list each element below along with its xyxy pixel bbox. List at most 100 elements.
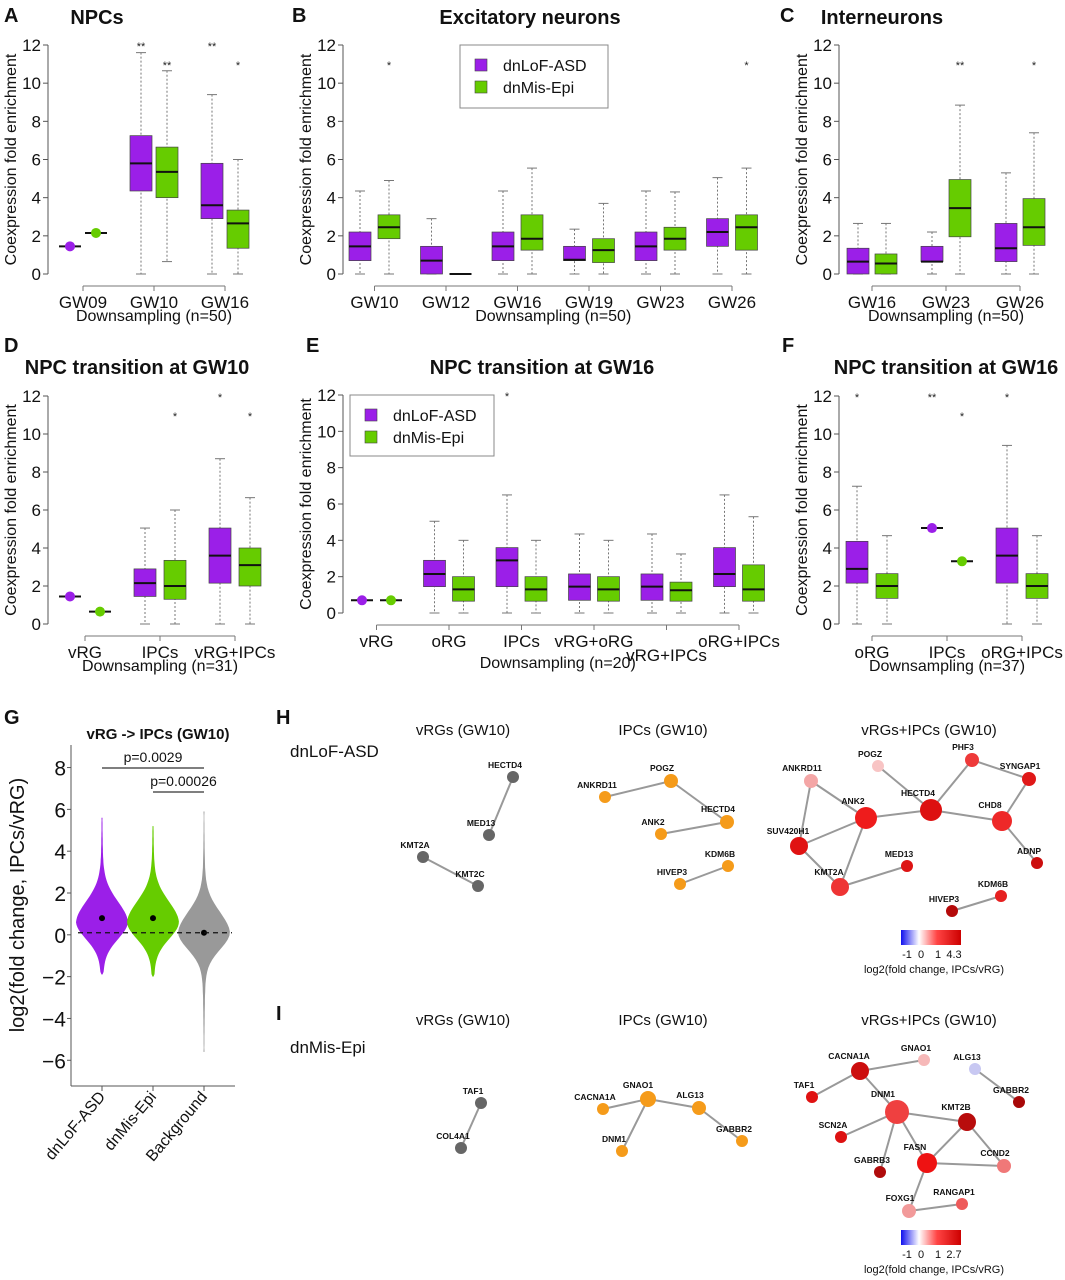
network-edge bbox=[966, 1121, 1005, 1167]
box-asd bbox=[491, 190, 515, 275]
network-edge bbox=[974, 1068, 1020, 1103]
gene-node bbox=[851, 1062, 869, 1080]
row-label: dnMis-Epi bbox=[290, 1038, 366, 1057]
single-point bbox=[957, 556, 967, 567]
gene-node bbox=[692, 1101, 706, 1115]
gene-node bbox=[616, 1145, 628, 1157]
box-epi bbox=[875, 535, 899, 625]
network-edge bbox=[670, 780, 728, 823]
significance-star: ** bbox=[956, 60, 965, 72]
gene-label: FASN bbox=[904, 1142, 927, 1152]
gene-node bbox=[835, 1131, 847, 1143]
panel-letter: F bbox=[782, 335, 794, 357]
gene-label: DNM1 bbox=[871, 1089, 895, 1099]
y-tick-label: 8 bbox=[32, 112, 41, 131]
y-tick-label: 2 bbox=[823, 577, 832, 596]
gene-node bbox=[1031, 857, 1043, 869]
single-point bbox=[386, 595, 396, 606]
gene-label: SYNGAP1 bbox=[1000, 761, 1041, 771]
single-point bbox=[91, 227, 101, 238]
network-combined: ANKRD11 POGZ PHF3 SYNGAP1 ANK2 HECTD4 CHD8 SUV4… bbox=[767, 742, 1043, 917]
network-title: vRGs (GW10) bbox=[416, 722, 510, 739]
box-asd: ** bbox=[921, 392, 943, 534]
gene-label: SCN2A bbox=[819, 1120, 848, 1130]
gene-label: HECTD4 bbox=[701, 804, 735, 814]
gene-label: ALG13 bbox=[676, 1090, 704, 1100]
colorbar-label: log2(fold change, IPCs/vRG) bbox=[864, 964, 1004, 976]
box-asd bbox=[420, 218, 443, 275]
gene-label: KDM6B bbox=[705, 849, 735, 859]
gene-node bbox=[674, 878, 686, 890]
network-title: vRGs+IPCs (GW10) bbox=[861, 1012, 996, 1029]
y-tick-label: 8 bbox=[54, 758, 66, 781]
gene-label: COL4A1 bbox=[436, 1131, 470, 1141]
box-asd bbox=[59, 591, 81, 602]
box-epi bbox=[452, 539, 475, 614]
network-title: vRGs (GW10) bbox=[416, 1012, 510, 1029]
panel-F: F NPC transition at GW16 0 2 4 6 8 10 12Coexpres… bbox=[782, 335, 1063, 675]
y-tick-label: 0 bbox=[32, 265, 41, 284]
gene-label: KMT2B bbox=[941, 1102, 970, 1112]
x-tick-label: IPCs bbox=[503, 632, 540, 651]
x-tick-label: oRG bbox=[432, 632, 467, 651]
x-tick-label: GW12 bbox=[422, 293, 470, 312]
gene-node bbox=[655, 828, 667, 840]
gene-node bbox=[664, 774, 678, 788]
gene-node bbox=[597, 1103, 609, 1115]
box-epi bbox=[874, 222, 898, 275]
y-axis-title: Coexpression fold enrichment bbox=[298, 398, 315, 610]
y-tick-label: 2 bbox=[54, 883, 66, 906]
gene-label: POGZ bbox=[650, 763, 674, 773]
mean-point bbox=[99, 915, 105, 922]
gene-label: GNAO1 bbox=[901, 1043, 932, 1053]
gene-label: CACNA1A bbox=[828, 1051, 870, 1061]
y-tick-label: 4 bbox=[327, 531, 336, 550]
box-epi: ** bbox=[948, 60, 972, 275]
y-tick-label: 12 bbox=[813, 387, 832, 406]
network-edge bbox=[951, 895, 1002, 912]
network-edge bbox=[811, 1070, 861, 1098]
gene-node bbox=[722, 860, 734, 872]
gene-label: CHD8 bbox=[978, 800, 1001, 810]
iqr-box bbox=[669, 581, 693, 602]
gene-label: DNM1 bbox=[602, 1134, 626, 1144]
gene-label: TAF1 bbox=[463, 1086, 484, 1096]
panel-title: Interneurons bbox=[821, 7, 943, 29]
legend-swatch-asd bbox=[364, 408, 378, 422]
y-tick-label: 0 bbox=[823, 615, 832, 634]
mean-point bbox=[150, 915, 156, 922]
box-epi bbox=[663, 191, 687, 275]
x-tick-label: GW26 bbox=[708, 293, 756, 312]
gene-node bbox=[872, 760, 884, 772]
gene-label: ALG13 bbox=[953, 1052, 981, 1062]
panel-title: vRG -> IPCs (GW10) bbox=[87, 726, 230, 743]
y-tick-label: 4 bbox=[54, 841, 66, 864]
colorbar-tick: -1 bbox=[902, 949, 912, 961]
iqr-box bbox=[994, 223, 1018, 262]
colorbar-tick: -1 bbox=[902, 1249, 912, 1261]
box-epi bbox=[597, 539, 620, 614]
gene-label: GABRB3 bbox=[854, 1155, 890, 1165]
single-point bbox=[927, 523, 937, 534]
panel-letter: B bbox=[292, 5, 306, 27]
gene-label: HECTD4 bbox=[488, 760, 522, 770]
box-asd: * bbox=[995, 392, 1019, 625]
y-tick-label: 10 bbox=[22, 74, 41, 93]
gene-node bbox=[417, 851, 429, 863]
significance-star: ** bbox=[928, 392, 937, 404]
gene-label: KDM6B bbox=[978, 879, 1008, 889]
gene-node bbox=[917, 1153, 937, 1173]
x-tick-label: GW16 bbox=[493, 293, 541, 312]
gene-node bbox=[720, 815, 734, 829]
box-epi: * bbox=[238, 411, 262, 625]
iqr-box bbox=[163, 559, 187, 600]
network-edge bbox=[971, 759, 1030, 780]
gene-node bbox=[640, 1091, 656, 1107]
iqr-box bbox=[920, 245, 944, 262]
box-asd bbox=[994, 172, 1018, 275]
y-tick-label: 6 bbox=[54, 799, 66, 822]
gene-node bbox=[804, 774, 818, 788]
